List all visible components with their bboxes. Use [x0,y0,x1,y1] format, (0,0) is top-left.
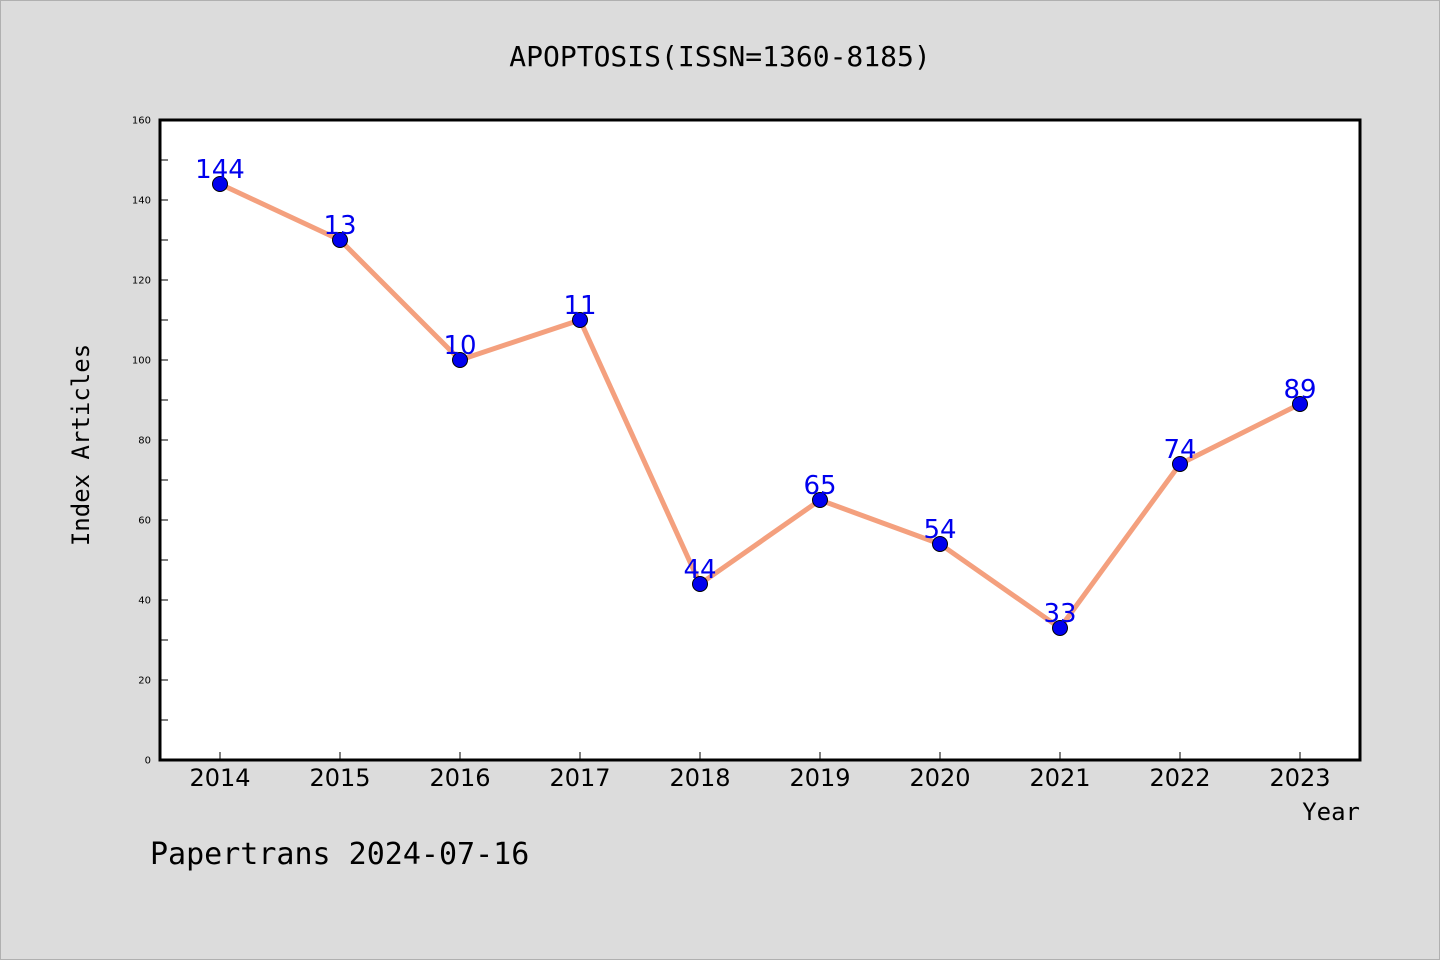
chart-title: APOPTOSIS(ISSN=1360-8185) [509,40,930,73]
x-tick-label: 2017 [549,764,610,792]
y-tick-label: 60 [138,516,151,527]
data-label: 11 [563,291,596,321]
x-axis-ticks: 2014 2015 2016 2017 2018 2019 2020 2021 2022 2023 [189,752,1331,792]
data-point [692,576,708,592]
x-tick-label: 2021 [1029,764,1090,792]
y-tick-label: 100 [132,356,151,367]
data-point [1292,396,1308,412]
data-label: 13 [323,211,356,241]
x-tick-label: 2022 [1149,764,1210,792]
data-point [1052,620,1068,636]
x-tick-label: 2015 [309,764,370,792]
x-tick-label: 2014 [189,764,250,792]
x-tick-label: 2023 [1269,764,1330,792]
data-point [1172,456,1188,472]
footer-text: Papertrans 2024-07-16 [150,837,529,872]
y-tick-label: 120 [132,276,151,287]
plot-area [158,118,1362,762]
data-label: 54 [923,515,956,545]
data-point [212,176,228,192]
y-tick-label: 80 [138,436,151,447]
y-tick-label: 40 [138,596,151,607]
data-label: 33 [1043,599,1076,629]
x-tick-label: 2019 [789,764,850,792]
x-tick-label: 2016 [429,764,490,792]
data-point [332,232,348,248]
series-group: 144 13 10 11 44 65 54 33 74 89 [195,155,1317,636]
y-axis-label: Index Articles [67,344,95,546]
series-line [217,181,1303,631]
data-label: 10 [443,331,476,361]
data-label: 144 [195,155,245,185]
data-label: 74 [1163,435,1196,465]
data-point [932,536,948,552]
data-label: 65 [803,471,836,501]
x-tick-label: 2018 [669,764,730,792]
data-point [572,312,588,328]
x-tick-label: 2020 [909,764,970,792]
y-tick-label: 140 [132,196,151,207]
y-tick-label: 20 [138,676,151,687]
data-point [812,492,828,508]
y-tick-label: 160 [132,116,151,127]
y-axis-ticks: 0 20 40 60 80 100 120 140 160 [132,116,168,767]
data-label: 44 [683,555,716,585]
data-label: 89 [1283,375,1316,405]
x-axis-label: Year [1302,798,1360,826]
y-tick-label: 0 [145,756,151,767]
data-point [452,352,468,368]
